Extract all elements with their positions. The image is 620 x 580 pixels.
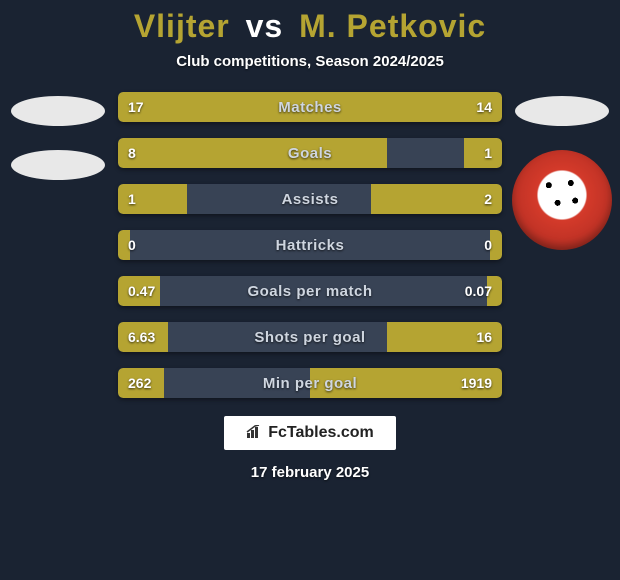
stat-value-left: 0.47 [128,276,155,306]
stat-label: Goals [118,138,502,168]
player2-name: M. Petkovic [299,8,486,44]
stat-bar: Assists1 2 [118,184,502,214]
stat-bar: Goals per match0.47 0.07 [118,276,502,306]
stat-value-left: 1 [128,184,136,214]
right-logos [510,92,614,398]
stat-bar: Goals8 1 [118,138,502,168]
stat-value-left: 8 [128,138,136,168]
stat-bar: Shots per goal6.63 16 [118,322,502,352]
club-logo-left-1 [11,96,105,126]
stat-value-right: 0 [484,230,492,260]
stat-value-right: 14 [476,92,492,122]
stat-label: Min per goal [118,368,502,398]
stat-value-left: 6.63 [128,322,155,352]
brand-text: FcTables.com [268,424,374,442]
stat-label: Shots per goal [118,322,502,352]
stat-value-left: 262 [128,368,151,398]
subtitle: Club competitions, Season 2024/2025 [176,53,444,70]
stat-value-left: 17 [128,92,144,122]
stat-bar: Min per goal262 1919 [118,368,502,398]
stat-label: Goals per match [118,276,502,306]
chart-icon [246,425,262,442]
comparison-card: Vlijter vs M. Petkovic Club competitions… [0,0,620,580]
stat-value-right: 0.07 [465,276,492,306]
stat-label: Assists [118,184,502,214]
title: Vlijter vs M. Petkovic [134,8,486,45]
stat-value-right: 1 [484,138,492,168]
stat-bar: Hattricks0 0 [118,230,502,260]
player1-name: Vlijter [134,8,230,44]
stat-label: Hattricks [118,230,502,260]
stat-value-left: 0 [128,230,136,260]
stat-bar: Matches17 14 [118,92,502,122]
stat-value-right: 16 [476,322,492,352]
left-logos [6,92,110,398]
vs-text: vs [246,8,284,44]
club-logo-right-1 [515,96,609,126]
stat-value-right: 1919 [461,368,492,398]
club-logo-right-2 [512,150,612,250]
stat-label: Matches [118,92,502,122]
stats-column: Matches1714Goals81Assists12Hattricks00Go… [110,92,510,398]
club-logo-left-2 [11,150,105,180]
stat-value-right: 2 [484,184,492,214]
content-row: Matches1714Goals81Assists12Hattricks00Go… [0,92,620,398]
brand-badge[interactable]: FcTables.com [224,416,396,450]
date-text: 17 february 2025 [251,464,369,481]
